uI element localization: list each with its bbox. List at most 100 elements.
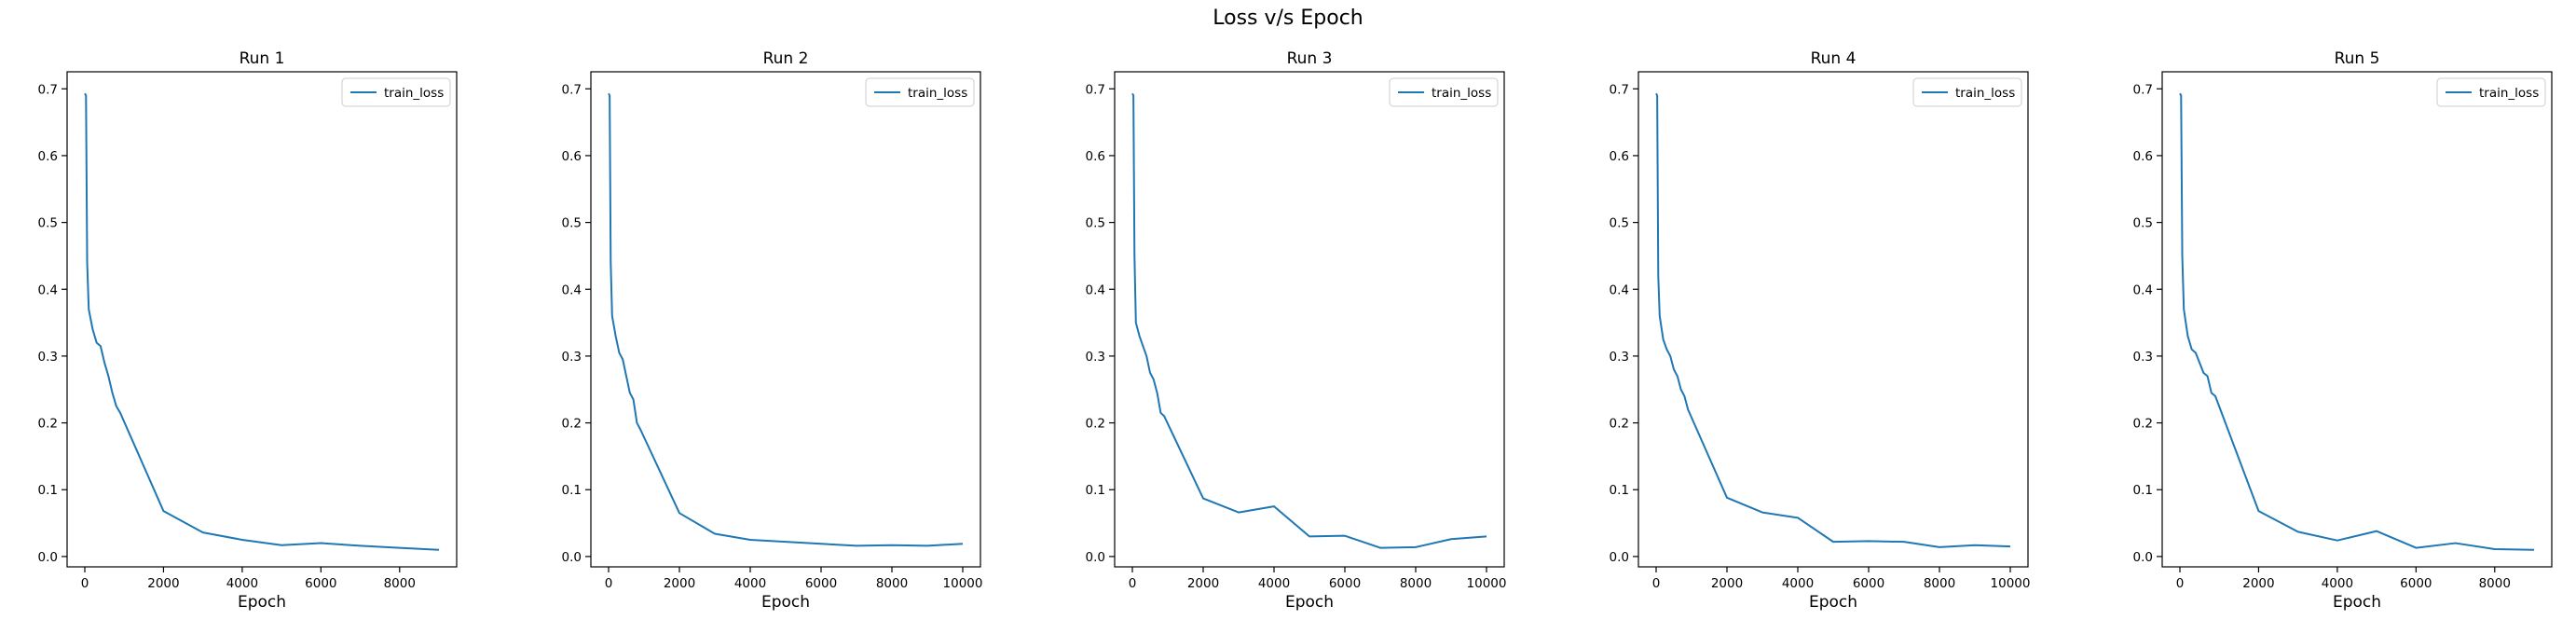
y-tick-label: 0.4	[562, 282, 582, 297]
legend-label: train_loss	[1432, 86, 1491, 101]
y-tick-label: 0.3	[38, 350, 58, 365]
series-line-train-loss	[608, 92, 964, 547]
y-tick-label: 0.5	[1610, 216, 1629, 231]
y-tick-label: 0.4	[1086, 282, 1105, 297]
x-tick-label: 8000	[2479, 576, 2511, 591]
legend-label: train_loss	[384, 86, 444, 101]
x-tick-label: 8000	[1924, 576, 1955, 591]
y-tick-label: 0.7	[1086, 82, 1105, 97]
subplot-run-2: Run 2 Epoch 0 2000 4000 6000 8000 10000 0.0 0.1…	[562, 49, 983, 612]
x-axis-label: Epoch	[1285, 593, 1334, 612]
x-tick-label: 10000	[1467, 576, 1507, 591]
y-tick-label: 0.2	[562, 417, 582, 432]
y-tick-label: 0.7	[2133, 82, 2153, 97]
y-tick-label: 0.6	[1086, 149, 1105, 164]
y-tick-label: 0.0	[1086, 550, 1105, 565]
x-tick-label: 8000	[384, 576, 416, 591]
x-tick-label: 2000	[2242, 576, 2274, 591]
x-tick-label: 2000	[147, 576, 179, 591]
legend-label: train_loss	[1955, 86, 2015, 101]
y-tick-label: 0.2	[38, 417, 58, 432]
series-line-train-loss	[84, 92, 440, 551]
y-tick-label: 0.2	[1086, 417, 1105, 432]
y-tick-label: 0.7	[1610, 82, 1629, 97]
y-tick-label: 0.7	[562, 82, 582, 97]
legend-label: train_loss	[2479, 86, 2539, 101]
x-tick-label: 2000	[1711, 576, 1743, 591]
subplot-title: Run 2	[763, 49, 809, 68]
x-tick-label: 6000	[305, 576, 336, 591]
y-tick-label: 0.1	[562, 483, 582, 498]
y-tick-label: 0.3	[2133, 350, 2153, 365]
y-tick-label: 0.5	[38, 216, 58, 231]
subplot-run-4: Run 4 Epoch 0 2000 4000 6000 8000 10000 0.0 0.1…	[1610, 49, 2031, 612]
y-tick-label: 0.6	[1610, 149, 1629, 164]
legend-label: train_loss	[908, 86, 967, 101]
y-tick-label: 0.4	[1610, 282, 1629, 297]
subplot-title: Run 1	[240, 49, 285, 68]
axes-frame	[2161, 71, 2553, 568]
y-tick-label: 0.0	[1610, 550, 1629, 565]
x-tick-label: 6000	[1329, 576, 1361, 591]
y-tick-label: 0.3	[1610, 350, 1629, 365]
legend-box	[1389, 77, 1499, 107]
y-tick-label: 0.5	[1086, 216, 1105, 231]
x-tick-label: 0	[81, 576, 89, 591]
axes-frame	[66, 71, 458, 568]
y-tick-label: 0.6	[2133, 149, 2153, 164]
x-tick-label: 10000	[943, 576, 983, 591]
legend-box	[341, 77, 451, 107]
subplot-run-5: Run 5 Epoch 0 2000 4000 6000 8000 0.0 0.1 0.2 0.…	[2133, 49, 2553, 612]
y-tick-label: 0.1	[38, 483, 58, 498]
subplot-run-3: Run 3 Epoch 0 2000 4000 6000 8000 10000 0.0 0.1…	[1086, 49, 1507, 612]
y-tick-label: 0.2	[1610, 417, 1629, 432]
x-tick-label: 0	[1129, 576, 1137, 591]
x-axis-label: Epoch	[761, 593, 810, 612]
x-tick-label: 6000	[1853, 576, 1884, 591]
subplot-run-1: Run 1 Epoch 0 2000 4000 6000 8000 0.0 0.1 0.2 0.…	[38, 49, 458, 612]
x-tick-label: 8000	[876, 576, 908, 591]
x-tick-label: 2000	[1187, 576, 1219, 591]
y-tick-label: 0.3	[1086, 350, 1105, 365]
x-tick-label: 4000	[1258, 576, 1290, 591]
y-tick-label: 0.6	[38, 149, 58, 164]
y-tick-label: 0.1	[1610, 483, 1629, 498]
subplot-title: Run 3	[1287, 49, 1333, 68]
y-tick-label: 0.1	[2133, 483, 2153, 498]
subplot-title: Run 4	[1811, 49, 1857, 68]
legend-box	[865, 77, 975, 107]
x-axis-label: Epoch	[2333, 593, 2381, 612]
legend-box	[1912, 77, 2022, 107]
x-tick-label: 8000	[1400, 576, 1432, 591]
y-tick-label: 0.5	[2133, 216, 2153, 231]
x-tick-label: 2000	[664, 576, 695, 591]
x-tick-label: 6000	[805, 576, 837, 591]
x-tick-label: 4000	[226, 576, 258, 591]
x-axis-label: Epoch	[238, 593, 286, 612]
y-tick-label: 0.1	[1086, 483, 1105, 498]
series-line-train-loss	[2179, 92, 2535, 551]
axes-frame	[590, 71, 981, 568]
x-tick-label: 4000	[734, 576, 766, 591]
y-tick-label: 0.0	[2133, 550, 2153, 565]
x-tick-label: 6000	[2400, 576, 2432, 591]
y-tick-label: 0.0	[562, 550, 582, 565]
y-tick-label: 0.2	[2133, 417, 2153, 432]
x-tick-label: 0	[2176, 576, 2185, 591]
y-tick-label: 0.7	[38, 82, 58, 97]
y-tick-label: 0.6	[562, 149, 582, 164]
series-line-train-loss	[1131, 92, 1487, 549]
axes-frame	[1114, 71, 1505, 568]
x-tick-label: 0	[1652, 576, 1661, 591]
figure-title: Loss v/s Epoch	[1213, 7, 1363, 30]
subplot-title: Run 5	[2335, 49, 2380, 68]
x-tick-label: 4000	[2322, 576, 2353, 591]
x-axis-label: Epoch	[1809, 593, 1857, 612]
series-line-train-loss	[1655, 92, 2011, 548]
axes-frame	[1637, 71, 2029, 568]
x-tick-label: 0	[605, 576, 613, 591]
y-tick-label: 0.4	[2133, 282, 2153, 297]
y-tick-label: 0.4	[38, 282, 58, 297]
x-tick-label: 4000	[1782, 576, 1814, 591]
